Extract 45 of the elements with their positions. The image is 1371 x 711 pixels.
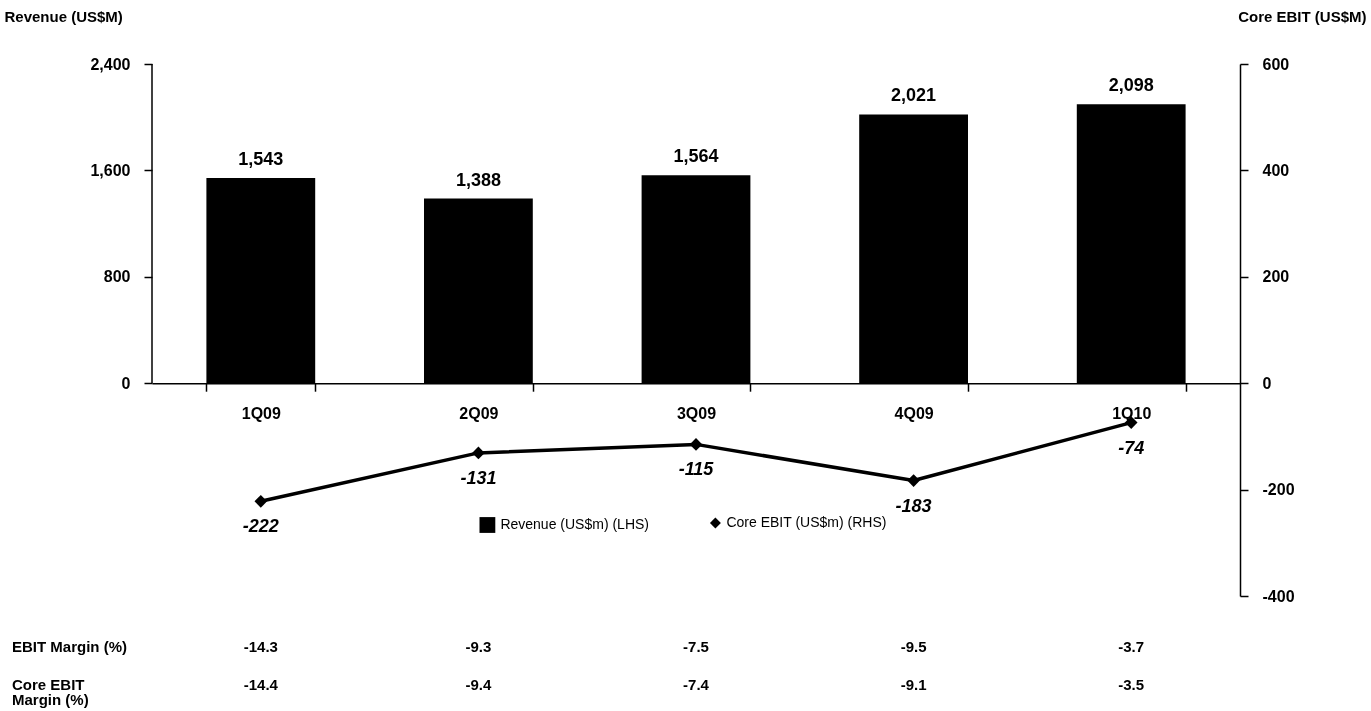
text: -14.3	[243, 638, 278, 655]
text: -3.7	[1118, 638, 1145, 655]
text: -9.4	[465, 676, 492, 693]
y-tick-label: 800	[103, 268, 131, 286]
y2-axis-title: Core EBIT (US$M)	[1238, 7, 1367, 25]
data-label: 2,098	[1108, 75, 1154, 96]
legend-label: Core EBIT (US$m) (RHS)	[726, 514, 887, 530]
text: -9.5	[900, 638, 927, 655]
y2-tick-label: -200	[1262, 481, 1295, 499]
y-axis-title: Revenue (US$M)	[4, 7, 123, 25]
y2-tick-label: 0	[1262, 374, 1272, 392]
text: -9.1	[900, 676, 927, 693]
data-label: 2,021	[891, 85, 937, 106]
text: -7.5	[683, 638, 709, 655]
data-label: 1,543	[238, 148, 284, 169]
y2-tick-label: 400	[1262, 161, 1290, 179]
data-label: 1,564	[673, 146, 719, 167]
y-tick-label: 2,400	[90, 55, 131, 73]
text: -3.5	[1118, 676, 1145, 693]
x-tick-label: 2Q09	[459, 404, 499, 422]
text: -7.4	[683, 676, 710, 693]
y2-tick-label: -400	[1262, 587, 1295, 605]
x-tick-label: 3Q09	[676, 404, 717, 422]
text: Core EBIT Margin (%)	[12, 676, 89, 708]
text: -14.4	[243, 676, 279, 693]
point	[907, 474, 920, 487]
point	[254, 494, 268, 508]
legend-label: Revenue (US$m) (LHS)	[500, 516, 650, 532]
point	[689, 438, 703, 451]
data-label: 1,388	[455, 169, 501, 190]
data-label: -115	[678, 459, 715, 480]
y-tick-label: 1,600	[90, 161, 131, 179]
text: -9.3	[465, 638, 492, 655]
x-tick-label: 1Q09	[241, 404, 281, 422]
y2-tick-label: 600	[1262, 55, 1290, 73]
x-tick-label: 4Q09	[894, 404, 934, 422]
data-label: -183	[895, 495, 932, 516]
point	[472, 446, 485, 460]
data-label: -131	[460, 467, 497, 488]
y-tick-label: 0	[121, 374, 131, 392]
data-label: -222	[242, 516, 279, 537]
text: EBIT Margin (%)	[12, 638, 127, 655]
y2-tick-label: 200	[1262, 268, 1290, 286]
data-label: -74	[1118, 437, 1145, 458]
x-tick-label: 1Q10	[1112, 404, 1152, 422]
